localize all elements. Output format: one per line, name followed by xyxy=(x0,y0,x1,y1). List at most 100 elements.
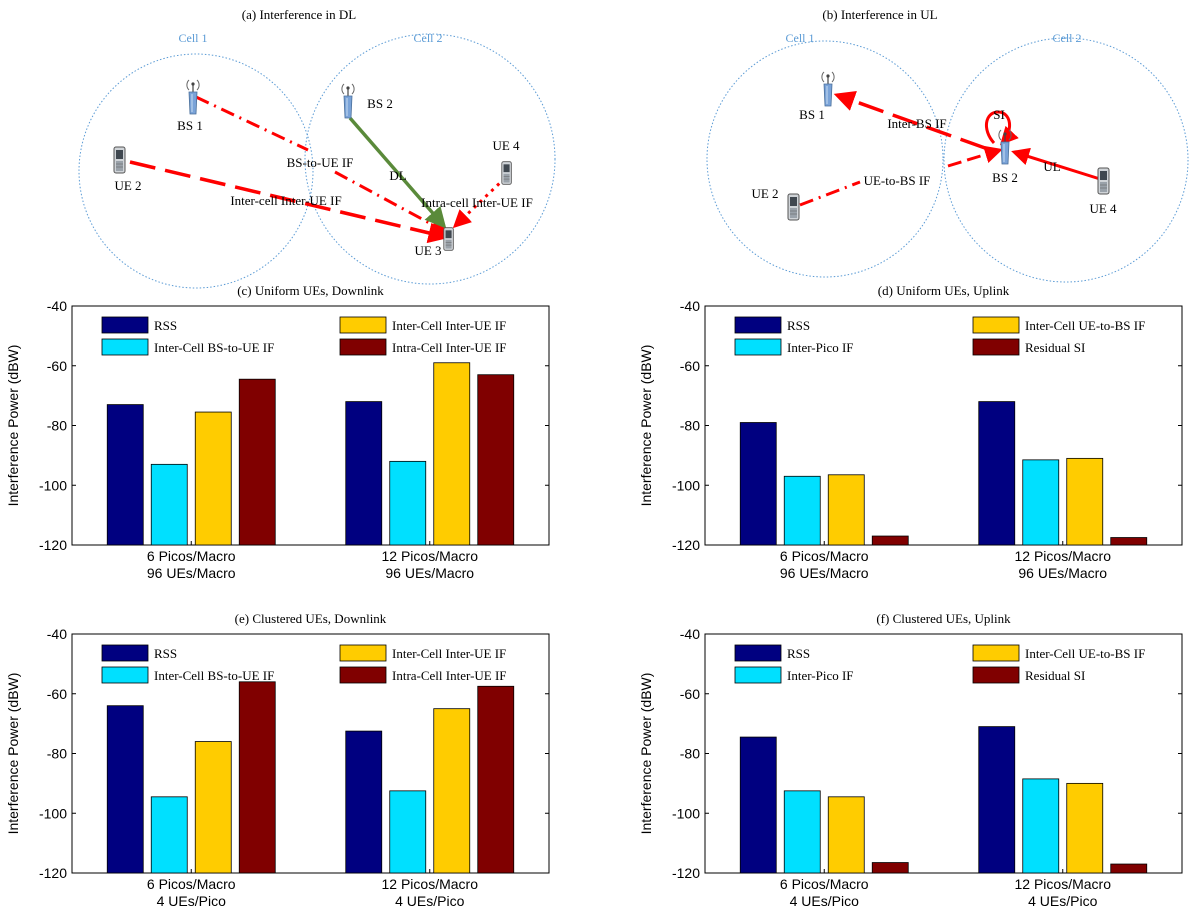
bar xyxy=(345,730,383,874)
panel-b-title: (b) Interference in UL xyxy=(822,7,937,22)
ue2-label: UE 2 xyxy=(114,178,141,193)
ue4-label-b: UE 4 xyxy=(1089,201,1117,216)
legend-label: Inter-Pico IF xyxy=(787,668,854,683)
ue2-icon-b xyxy=(787,193,800,221)
cell2-label: Cell 2 xyxy=(414,31,443,45)
ue4-label: UE 4 xyxy=(492,138,520,153)
legend-swatch xyxy=(972,666,1020,684)
x-tick-label: 96 UEs/Macro xyxy=(780,565,869,581)
bar xyxy=(827,474,865,546)
y-tick-label: -80 xyxy=(47,418,67,434)
y-axis-label: Interference Power (dBW) xyxy=(5,345,21,507)
x-tick-label: 4 UEs/Pico xyxy=(1028,893,1097,909)
bar xyxy=(871,535,909,546)
x-tick-label: 12 Picos/Macro xyxy=(1015,876,1112,892)
x-tick-label: 4 UEs/Pico xyxy=(790,893,859,909)
y-tick-label: -120 xyxy=(672,865,700,881)
intra-cell-inter-ue-label: Intra-cell Inter-UE IF xyxy=(421,195,533,210)
y-tick-label: -40 xyxy=(47,298,67,314)
si-label-b: SI xyxy=(993,107,1005,122)
dl-label: DL xyxy=(389,168,406,183)
y-tick-label: -80 xyxy=(680,746,700,762)
bar xyxy=(1066,782,1104,874)
legend-swatch xyxy=(339,316,387,334)
x-tick-label: 6 Picos/Macro xyxy=(780,876,869,892)
inter-bs-label-b: Inter-BS IF xyxy=(887,116,946,131)
legend-label: RSS xyxy=(154,318,177,333)
chart-f: (f) Clustered UEs, Uplink -120 -100 -80 -60 -… xyxy=(638,611,1183,909)
x-tick-label: 6 Picos/Macro xyxy=(780,548,869,564)
x-tick-label: 4 UEs/Pico xyxy=(395,893,464,909)
cell2-label-b: Cell 2 xyxy=(1053,31,1082,45)
legend-swatch xyxy=(734,316,782,334)
bs2-label-b: BS 2 xyxy=(992,170,1018,185)
intra-cell-link-a xyxy=(452,176,507,229)
bar xyxy=(827,796,865,874)
bar xyxy=(1110,863,1148,874)
y-tick-label: -60 xyxy=(47,358,67,374)
y-tick-label: -80 xyxy=(680,418,700,434)
ue3-label: UE 3 xyxy=(414,243,441,258)
cell1-label: Cell 1 xyxy=(179,31,208,45)
ue4-icon xyxy=(501,161,512,185)
bar xyxy=(389,790,427,874)
panel-b-diagram: (b) Interference in UL Cell 1 Cell 2 BS … xyxy=(706,7,1189,283)
y-tick-label: -100 xyxy=(39,477,67,493)
cell1-circle xyxy=(78,53,314,289)
bar-charts: (c) Uniform UEs, Downlink -120 -100 -80 -60 -… xyxy=(5,283,1183,909)
legend-swatch xyxy=(101,666,149,684)
chart-title: (e) Clustered UEs, Downlink xyxy=(235,611,387,626)
cell2-circle xyxy=(304,33,556,285)
y-tick-label: -120 xyxy=(39,537,67,553)
inter-bs-link-b xyxy=(833,91,986,150)
ul-link-b xyxy=(1011,147,1101,181)
bar xyxy=(238,378,276,546)
bs1-label: BS 1 xyxy=(177,118,203,133)
ue2-label-b: UE 2 xyxy=(751,186,778,201)
x-tick-label: 96 UEs/Macro xyxy=(385,565,474,581)
bar xyxy=(739,736,777,874)
bar xyxy=(477,685,515,874)
dl-link-a xyxy=(348,116,447,229)
bar xyxy=(477,374,515,546)
chart-title: (d) Uniform UEs, Uplink xyxy=(878,283,1010,298)
bs-to-ue-link-a xyxy=(195,95,309,152)
y-tick-label: -60 xyxy=(680,686,700,702)
legend-label: Inter-Cell UE-to-BS IF xyxy=(1025,318,1145,333)
bar xyxy=(194,411,232,546)
bs2-icon-b xyxy=(998,129,1012,165)
panel-a-diagram: (a) Interference in DL Cell 1 Cell 2 BS … xyxy=(78,7,556,289)
cell1-label-b: Cell 1 xyxy=(786,31,815,45)
bs1-icon-b xyxy=(821,71,835,107)
legend-label: Residual SI xyxy=(1025,668,1085,683)
chart-e: (e) Clustered UEs, Downlink -120 -100 -80 -6… xyxy=(5,611,550,909)
legend-swatch xyxy=(734,644,782,662)
y-axis-label: Interference Power (dBW) xyxy=(5,673,21,835)
bs-to-ue-label: BS-to-UE IF xyxy=(287,155,354,170)
legend-swatch xyxy=(972,644,1020,662)
bar xyxy=(389,460,427,546)
y-tick-label: -120 xyxy=(39,865,67,881)
x-tick-label: 4 UEs/Pico xyxy=(157,893,226,909)
legend-label: Inter-Cell Inter-UE IF xyxy=(392,646,506,661)
y-tick-label: -40 xyxy=(47,626,67,642)
legend-swatch xyxy=(101,644,149,662)
ul-label-b: UL xyxy=(1043,159,1060,174)
bar xyxy=(106,404,144,546)
cell1-circle-b xyxy=(706,40,944,278)
legend-label: Inter-Cell UE-to-BS IF xyxy=(1025,646,1145,661)
bar xyxy=(1022,459,1060,546)
bar xyxy=(1022,778,1060,874)
chart-c: (c) Uniform UEs, Downlink -120 -100 -80 -60 -… xyxy=(5,283,550,581)
bar xyxy=(106,705,144,874)
legend-swatch xyxy=(972,338,1020,356)
bar xyxy=(345,401,383,546)
y-tick-label: -100 xyxy=(672,477,700,493)
bar xyxy=(194,741,232,874)
legend-swatch xyxy=(101,338,149,356)
y-tick-label: -60 xyxy=(47,686,67,702)
legend-label: Intra-Cell Inter-UE IF xyxy=(392,668,507,683)
bar xyxy=(1066,457,1104,546)
legend-swatch xyxy=(339,666,387,684)
